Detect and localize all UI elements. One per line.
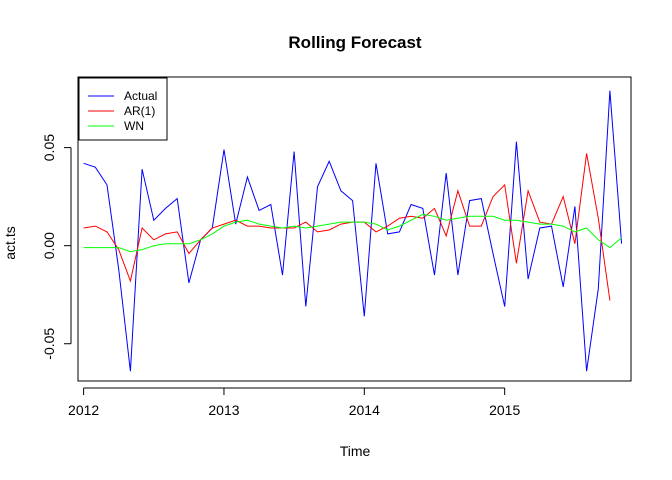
- x-tick-label: 2013: [208, 402, 239, 418]
- series-line-ar-1: [83, 153, 611, 301]
- legend-label: AR(1): [124, 104, 155, 118]
- legend-box: [78, 77, 168, 141]
- x-tick-label: 2014: [349, 402, 380, 418]
- x-axis-label: Time: [340, 443, 371, 459]
- plot-border: [77, 76, 632, 382]
- x-tick-label: 2012: [68, 402, 99, 418]
- x-tick-label: 2015: [489, 402, 520, 418]
- legend-label: WN: [124, 119, 144, 133]
- y-axis: -0.05 0.00 0.05: [41, 134, 72, 360]
- y-tick-label: 0.05: [41, 134, 57, 161]
- chart-title: Rolling Forecast: [288, 33, 422, 52]
- x-axis: 2012 2013 2014 2015: [68, 387, 520, 418]
- plot-frame: [77, 76, 632, 382]
- series-line-actual: [83, 90, 623, 372]
- y-tick-label: 0.00: [41, 232, 57, 259]
- legend-label: Actual: [124, 89, 157, 103]
- series-line-wn: [83, 213, 622, 253]
- series-layer: [83, 90, 623, 372]
- y-tick-label: -0.05: [41, 328, 57, 360]
- y-axis-label: act.ts: [2, 226, 18, 259]
